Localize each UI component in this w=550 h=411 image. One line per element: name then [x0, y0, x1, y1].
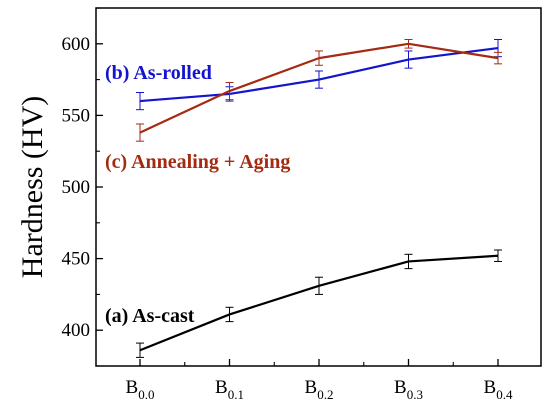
y-tick-label: 500	[62, 177, 91, 198]
series-1	[136, 39, 502, 142]
y-axis-title: Hardness (HV)	[16, 96, 49, 278]
series-label-as-rolled: (b) As-rolled	[105, 62, 212, 84]
x-tick-label: B0.3	[394, 377, 423, 402]
error-bar	[404, 50, 413, 69]
series-0	[136, 39, 502, 111]
error-bar	[315, 70, 323, 89]
x-axis: B0.0 B0.1 B0.2 B0.3 B0.4	[126, 359, 513, 402]
x-tick-subscript: 0.0	[138, 387, 154, 402]
y-axis: 400 450 500 550 600	[62, 7, 103, 367]
error-bar	[494, 249, 502, 262]
error-bar	[494, 51, 502, 65]
x-tick-label: B0.2	[305, 377, 334, 402]
error-bar	[225, 81, 234, 101]
x-tick-label: B0.0	[126, 377, 155, 402]
x-tick-base: B	[394, 377, 407, 398]
series-layer	[136, 39, 502, 358]
error-bar	[315, 50, 323, 66]
x-tick-base: B	[305, 377, 318, 398]
y-tick-label: 550	[62, 105, 91, 126]
x-tick-label: B0.1	[215, 377, 244, 402]
x-tick-subscript: 0.4	[496, 387, 513, 402]
y-tick-label: 400	[62, 320, 91, 341]
error-bar	[315, 276, 323, 295]
y-tick-label: 450	[62, 249, 91, 270]
x-tick-label: B0.4	[484, 377, 513, 402]
error-bar	[404, 39, 413, 49]
error-bar	[136, 342, 144, 358]
y-tick-label: 600	[62, 34, 91, 55]
x-tick-subscript: 0.1	[228, 387, 244, 402]
error-bar	[136, 91, 144, 111]
x-tick-subscript: 0.3	[407, 387, 423, 402]
x-tick-base: B	[484, 377, 497, 398]
error-bar	[136, 123, 144, 142]
x-tick-base: B	[215, 377, 228, 398]
series-2	[136, 249, 502, 358]
error-bar	[404, 253, 413, 270]
x-tick-base: B	[126, 377, 139, 398]
series-label-annealing-aging: (c) Annealing + Aging	[105, 151, 290, 173]
x-tick-subscript: 0.2	[317, 387, 333, 402]
series-line	[139, 254, 499, 352]
series-label-as-cast: (a) As-cast	[105, 305, 195, 327]
error-bar	[225, 306, 234, 323]
